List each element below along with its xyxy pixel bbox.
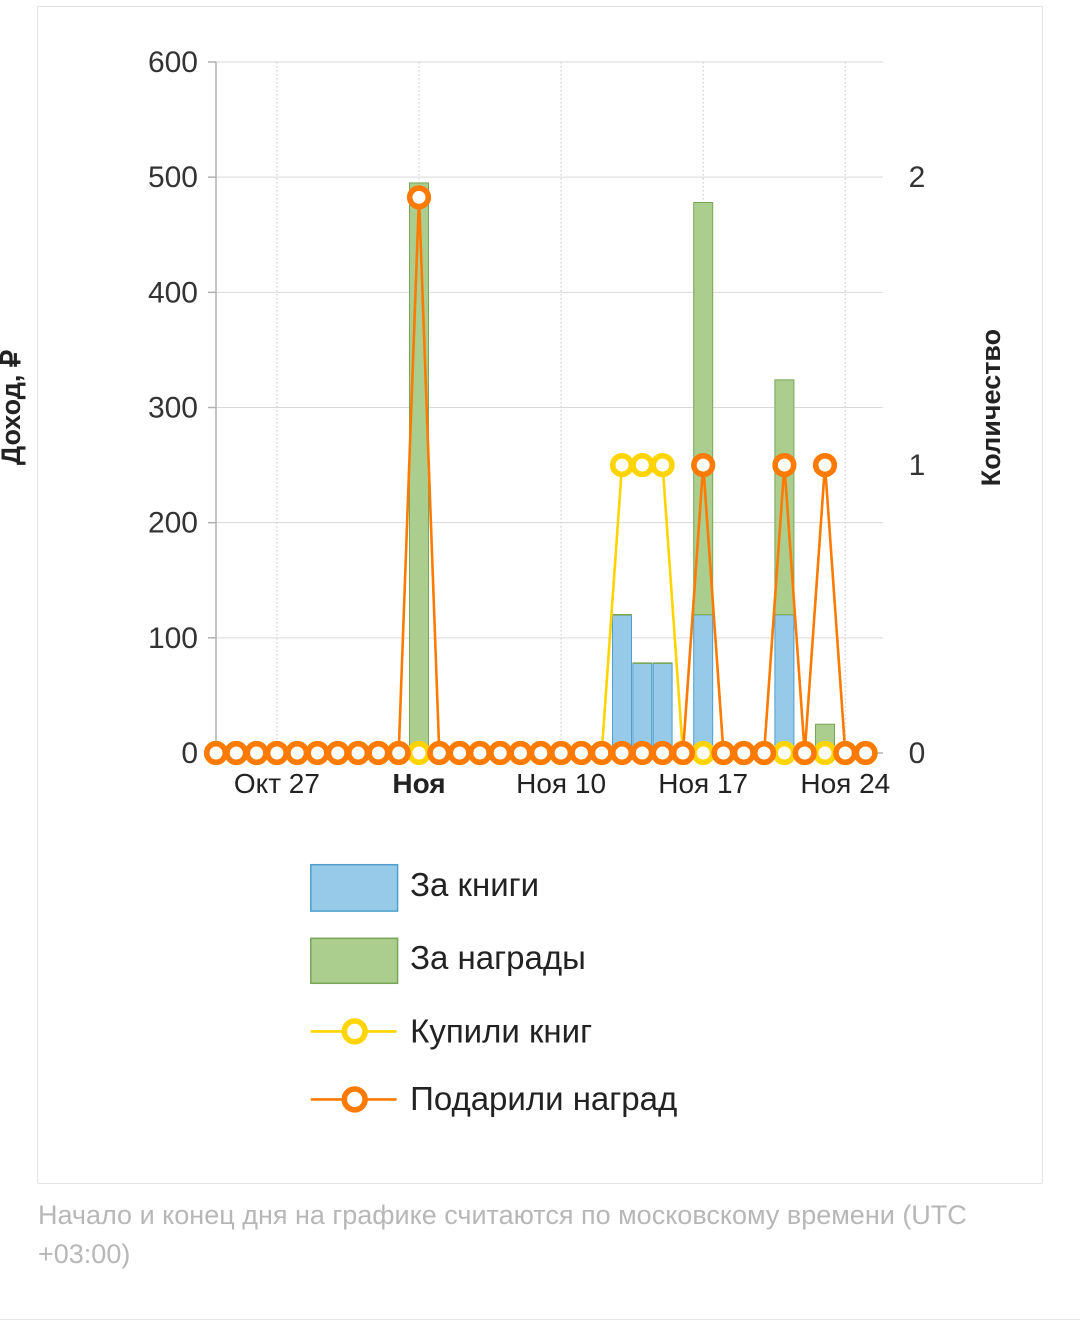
svg-text:Купили книг: Купили книг (410, 1012, 592, 1049)
svg-text:Доход, ₽: Доход, ₽ (0, 350, 26, 465)
svg-text:Количество: Количество (976, 329, 1006, 486)
svg-text:Ноя 10: Ноя 10 (516, 768, 606, 799)
svg-text:Ноя 24: Ноя 24 (800, 768, 890, 799)
svg-text:400: 400 (148, 276, 198, 309)
svg-text:2: 2 (909, 161, 926, 194)
svg-text:1: 1 (909, 449, 926, 482)
svg-text:200: 200 (148, 507, 198, 540)
svg-text:Ноя 17: Ноя 17 (658, 768, 748, 799)
svg-text:600: 600 (148, 46, 198, 79)
svg-text:100: 100 (148, 622, 198, 655)
svg-text:Окт 27: Окт 27 (234, 768, 320, 799)
svg-text:За награды: За награды (410, 939, 586, 976)
svg-text:За книги: За книги (410, 866, 539, 903)
svg-text:0: 0 (909, 737, 926, 770)
svg-text:Ноя: Ноя (392, 768, 445, 799)
svg-text:300: 300 (148, 392, 198, 425)
svg-text:0: 0 (181, 737, 198, 770)
svg-text:500: 500 (148, 161, 198, 194)
svg-text:Подарили наград: Подарили наград (410, 1080, 677, 1117)
